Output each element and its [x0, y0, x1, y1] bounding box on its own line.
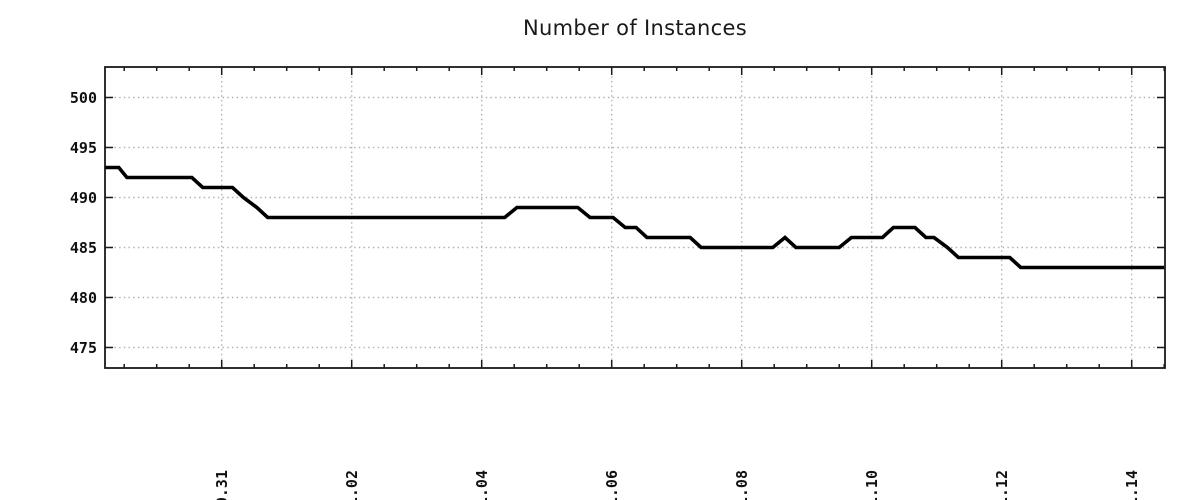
x-tick-label: 2025.11.08 [733, 470, 751, 500]
series-line [105, 165, 1165, 270]
y-tick-label: 495 [70, 139, 97, 157]
y-tick-label: 485 [70, 239, 97, 257]
x-tick-label: 2025.11.10 [863, 470, 881, 500]
x-tick-label: 2025.11.02 [343, 470, 361, 500]
y-tick-label: 500 [70, 89, 97, 107]
chart-title: Number of Instances [523, 16, 747, 40]
x-tick-label: 2025.11.14 [1123, 470, 1141, 500]
x-tick-label: 2025.10.31 [213, 470, 231, 500]
y-tick-label: 475 [70, 339, 97, 357]
plot-frame [104, 66, 1166, 369]
y-tick-label: 490 [70, 189, 97, 207]
x-tick-label: 2025.11.06 [603, 470, 621, 500]
x-tick-label: 2025.11.12 [993, 470, 1011, 500]
x-tick-label: 2025.11.04 [473, 470, 491, 500]
y-tick-label: 480 [70, 289, 97, 307]
